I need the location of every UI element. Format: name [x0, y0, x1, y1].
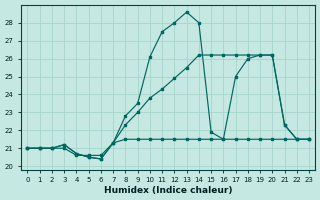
X-axis label: Humidex (Indice chaleur): Humidex (Indice chaleur): [104, 186, 233, 195]
